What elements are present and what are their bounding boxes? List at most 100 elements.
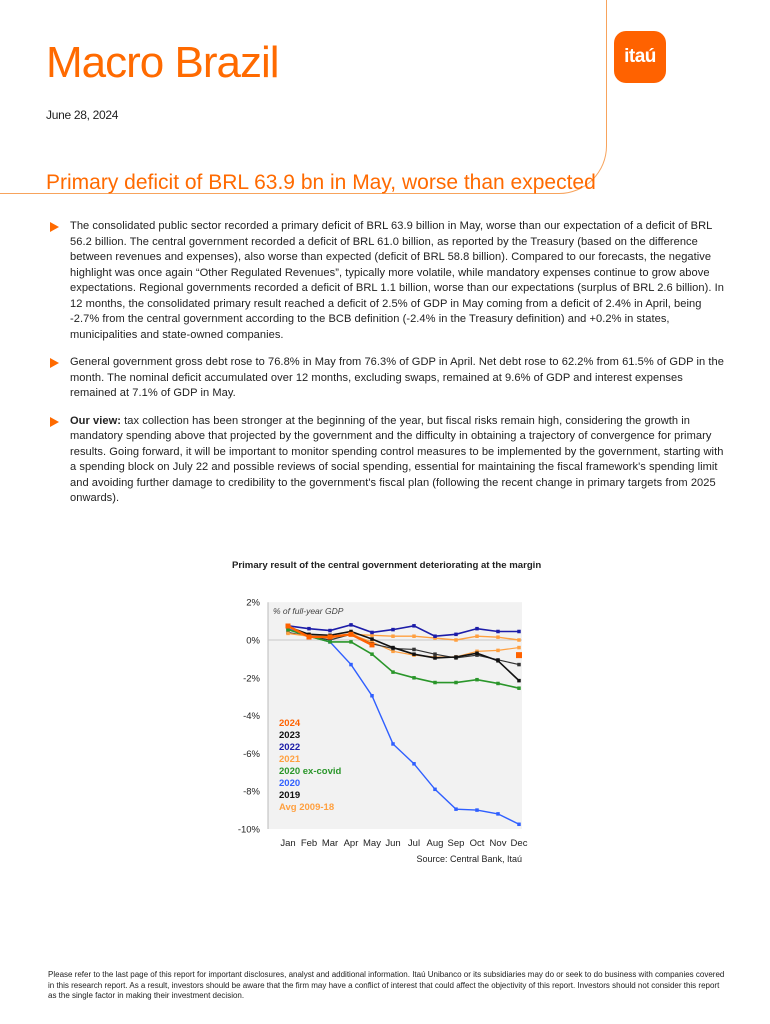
x-tick-label: Oct	[470, 838, 485, 849]
series-2021-point	[517, 638, 521, 642]
series-avg-2009-18-point	[475, 649, 479, 654]
series-avg-2009-18-point	[496, 648, 500, 653]
series-2022-line	[287, 624, 519, 638]
series-avg-2009-18-point	[370, 640, 374, 644]
bullet-item: The consolidated public sector recorded …	[46, 219, 726, 343]
series-2022-point	[391, 627, 395, 632]
legend-item: 2020	[279, 778, 300, 789]
series-2020-point	[349, 662, 353, 667]
bullet-triangle-icon	[50, 358, 59, 368]
series-2022-point	[307, 626, 311, 631]
series-2020-point	[517, 822, 521, 827]
bullet-triangle-icon	[50, 222, 59, 232]
bullet-lead: Our view:	[70, 414, 122, 427]
series-2022-point	[328, 628, 332, 633]
logo-text: itaú	[624, 46, 656, 67]
series-2024-point	[306, 634, 312, 640]
x-tick-label: Sep	[448, 838, 465, 849]
legend-item: 2023	[279, 730, 300, 741]
series-2020-ex-covid-point	[328, 640, 332, 644]
series-2021-point	[286, 631, 290, 636]
series-2024-point	[369, 642, 375, 648]
itau-logo: itaú	[614, 31, 666, 83]
series-2022-point	[517, 629, 521, 634]
series-2020-point	[412, 762, 416, 766]
series-2023-point	[517, 678, 521, 683]
series-2023-line	[287, 626, 520, 682]
y-tick-label: -8%	[243, 787, 260, 798]
series-2023-point	[496, 659, 500, 663]
x-tick-label: Mar	[322, 838, 338, 849]
series-avg-2009-18-point	[517, 645, 521, 650]
series-2023-point	[370, 637, 374, 641]
legend-item: Avg 2009-18	[279, 802, 334, 813]
series-2021-point	[475, 634, 479, 638]
series-2024-point	[348, 631, 354, 637]
legend-item: 2019	[279, 790, 300, 801]
series-2019-line	[287, 631, 520, 666]
y-tick-label: -4%	[243, 711, 260, 722]
series-2019-point	[475, 653, 479, 657]
series-2020-ex-covid-point	[286, 627, 290, 632]
bullet-text: tax collection has been stronger at the …	[70, 414, 724, 505]
x-tick-label: Jun	[385, 838, 400, 849]
series-2024-point	[327, 634, 333, 640]
series-2023-point	[433, 656, 437, 660]
series-2020-ex-covid-point	[475, 677, 479, 682]
bullet-text: The consolidated public sector recorded …	[70, 220, 724, 341]
series-2023-point	[475, 651, 479, 655]
header-frame	[0, 0, 607, 194]
headline: Primary deficit of BRL 63.9 bn in May, w…	[46, 171, 596, 194]
bullet-triangle-icon	[50, 416, 59, 427]
series-2020-point	[370, 694, 374, 698]
x-tick-label: Jan	[280, 838, 295, 849]
x-tick-label: Dec	[511, 838, 528, 849]
series-2024-dec-marker	[516, 652, 522, 659]
y-tick-label: -6%	[243, 749, 260, 760]
series-2021-point	[454, 638, 458, 642]
series-2020-point	[496, 812, 500, 816]
series-2021-point	[370, 633, 374, 638]
bullet-item: General government gross debt rose to 76…	[46, 355, 726, 402]
x-tick-label: Feb	[301, 838, 317, 849]
legend-item: 2020 ex-covid	[279, 766, 342, 777]
bullet-text: General government gross debt rose to 76…	[70, 356, 724, 399]
series-2020-ex-covid-point	[370, 652, 374, 656]
series-2019-point	[433, 652, 437, 656]
x-tick-label: Jul	[408, 838, 420, 849]
x-tick-label: Aug	[427, 838, 444, 849]
series-2022-point	[454, 632, 458, 637]
line-chart: 2% 0% -2% -4% -6% -8% -10% Jan Feb Mar Apr May Jun Ju…	[238, 598, 528, 864]
bullet-list: The consolidated public sector recorded …	[46, 219, 726, 519]
series-2020-point	[454, 807, 458, 811]
series-2020-ex-covid-point	[496, 681, 500, 686]
y-axis-label: % of full-year GDP	[273, 606, 344, 616]
series-avg-2009-18-point	[391, 649, 395, 654]
y-tick-label: -10%	[238, 825, 261, 836]
series-2020-point	[391, 742, 395, 746]
series-2022-point	[475, 626, 479, 631]
disclaimer-footer: Please refer to the last page of this re…	[48, 970, 725, 1000]
bullet-item: Our view: tax collection has been strong…	[46, 414, 726, 507]
series-2024-point	[285, 623, 291, 629]
series-2020-ex-covid-point	[391, 670, 395, 674]
legend-item: 2022	[279, 742, 300, 753]
series-2022-point	[496, 629, 500, 634]
x-tick-label: May	[363, 838, 381, 849]
series-2021-point	[412, 634, 416, 638]
series-2022-point	[349, 623, 353, 627]
legend-item: 2021	[279, 754, 301, 765]
report-title: Macro Brazil	[46, 38, 279, 87]
x-tick-label: Nov	[490, 838, 507, 849]
series-2019-point	[412, 647, 416, 652]
series-2020-ex-covid-line	[287, 628, 520, 689]
series-2022-point	[433, 634, 437, 638]
series-2023-point	[412, 652, 416, 656]
series-2021-point	[496, 635, 500, 639]
series-2023-point	[349, 629, 353, 634]
series-2022-point	[370, 630, 374, 635]
legend-item: 2024	[279, 718, 301, 729]
series-2020-ex-covid-point	[412, 676, 416, 680]
series-2019-point	[328, 638, 332, 642]
y-tick-label: -2%	[243, 673, 260, 684]
